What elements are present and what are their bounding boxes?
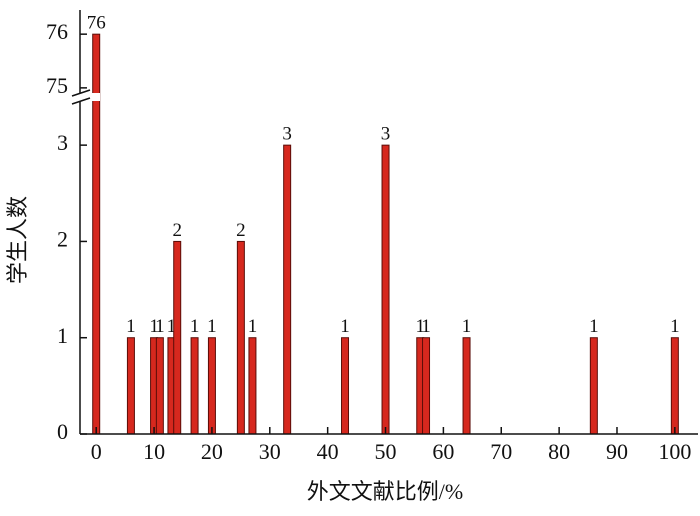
value-label: 1 <box>340 316 350 337</box>
x-tick-label: 0 <box>91 439 102 464</box>
value-label: 1 <box>415 316 425 337</box>
value-label: 1 <box>149 316 159 337</box>
y-tick-label: 0 <box>57 419 68 444</box>
y-tick-label: 3 <box>57 130 68 155</box>
value-label: 1 <box>462 316 472 337</box>
bar <box>283 144 292 435</box>
bar <box>155 337 164 435</box>
x-tick-label: 70 <box>490 439 512 464</box>
value-label: 1 <box>670 316 680 337</box>
bar <box>236 240 245 435</box>
value-label: 76 <box>87 13 106 34</box>
value-label: 1 <box>190 316 200 337</box>
y-tick-label: 1 <box>57 323 68 348</box>
x-tick-label: 20 <box>201 439 223 464</box>
value-label: 1 <box>167 316 177 337</box>
value-label: 1 <box>155 316 165 337</box>
bar <box>341 337 350 435</box>
bar <box>173 240 182 435</box>
value-label: 3 <box>282 124 292 145</box>
x-tick-label: 80 <box>548 439 570 464</box>
x-axis-label: 外文文献比例/% <box>307 479 463 504</box>
axis-break <box>71 89 91 97</box>
y-tick-label: 75 <box>46 73 68 98</box>
bar <box>190 337 199 435</box>
value-label: 1 <box>421 316 431 337</box>
y-tick-label: 76 <box>46 19 68 44</box>
bar <box>248 337 257 435</box>
x-tick-label: 40 <box>317 439 339 464</box>
y-tick-label: 2 <box>57 226 68 251</box>
x-tick-label: 90 <box>606 439 628 464</box>
value-label: 1 <box>248 316 258 337</box>
value-label: 3 <box>381 124 391 145</box>
bar <box>462 337 471 435</box>
value-label: 2 <box>172 220 182 241</box>
x-tick-label: 30 <box>259 439 281 464</box>
value-label: 1 <box>126 316 136 337</box>
value-label: 1 <box>589 316 599 337</box>
axis-break-gap <box>70 93 100 101</box>
bar <box>422 337 431 435</box>
bar <box>207 337 216 435</box>
x-tick-label: 60 <box>432 439 454 464</box>
bar <box>126 337 135 435</box>
bar <box>381 144 390 435</box>
x-tick-label: 10 <box>143 439 165 464</box>
y-axis-label: 学生人数 <box>5 196 30 284</box>
axis-break <box>71 97 91 105</box>
x-tick-label: 100 <box>658 439 691 464</box>
value-label: 1 <box>207 316 217 337</box>
value-label: 2 <box>236 220 246 241</box>
bar <box>670 337 679 435</box>
x-tick-label: 50 <box>375 439 397 464</box>
bar <box>589 337 598 435</box>
